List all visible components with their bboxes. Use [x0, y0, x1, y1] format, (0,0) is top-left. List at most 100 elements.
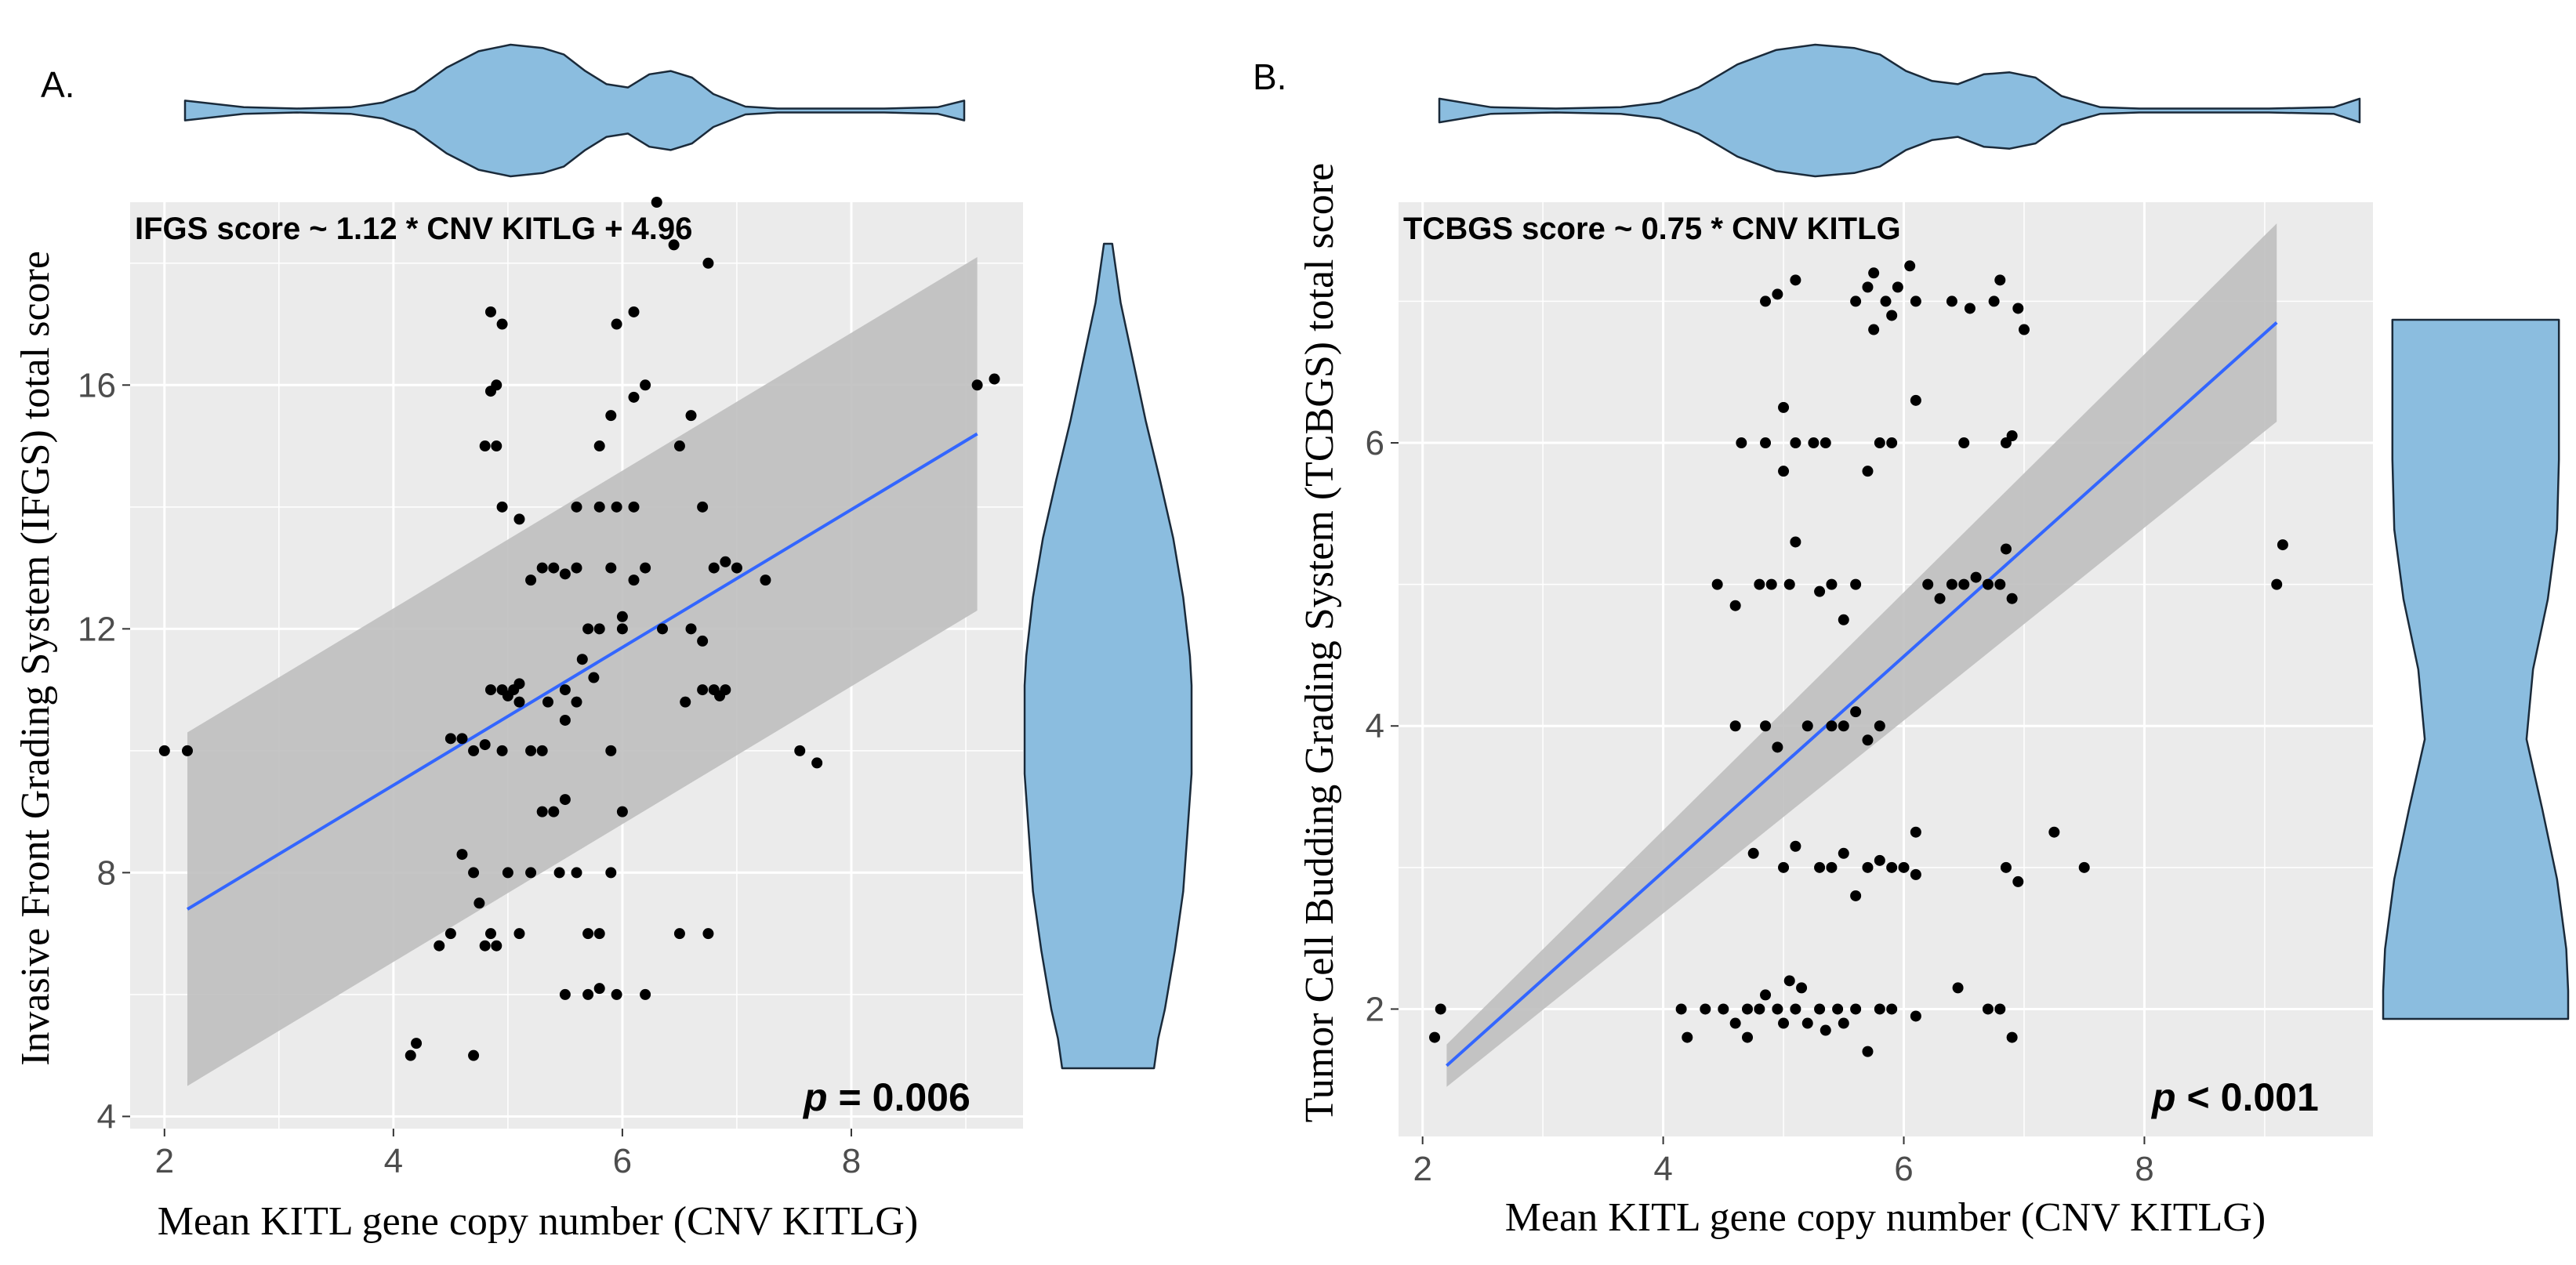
x-tick-label-a-1: 4: [384, 1142, 403, 1180]
data-point-b-22: [1862, 1046, 1874, 1057]
data-point-a-4: [434, 940, 445, 951]
data-point-a-56: [571, 501, 582, 513]
data-point-a-50: [582, 623, 594, 635]
data-point-a-92: [702, 928, 714, 940]
data-point-a-51: [593, 623, 605, 635]
data-point-a-34: [559, 988, 571, 1000]
data-point-a-22: [502, 867, 513, 879]
data-point-a-78: [685, 410, 697, 422]
data-point-a-83: [760, 575, 771, 586]
data-point-b-94: [1850, 295, 1862, 307]
data-point-b-82: [1820, 437, 1831, 449]
data-point-a-5: [444, 928, 456, 940]
data-point-a-60: [593, 440, 605, 452]
data-point-a-70: [484, 306, 496, 317]
data-point-b-103: [1988, 295, 2000, 307]
p-text-a: = 0.006: [839, 1075, 971, 1119]
data-point-b-31: [1778, 861, 1790, 873]
data-point-b-90: [2006, 430, 2018, 441]
y-tick-label-b-0: 2: [1366, 990, 1384, 1028]
data-point-b-76: [2277, 539, 2288, 551]
data-point-b-80: [1790, 437, 1801, 449]
data-point-a-67: [484, 386, 496, 397]
data-point-a-85: [697, 635, 709, 647]
data-point-a-10: [479, 940, 491, 951]
data-point-b-60: [1783, 578, 1795, 590]
data-point-a-9: [473, 897, 485, 909]
data-point-b-50: [1801, 720, 1813, 732]
data-point-b-29: [2006, 1031, 2018, 1043]
data-point-a-101: [542, 696, 553, 708]
data-point-b-34: [1826, 861, 1838, 873]
equation-a: IFGS score ~ 1.12 * CNV KITLG + 4.96: [135, 212, 692, 246]
x-tick-label-b-1: 4: [1653, 1150, 1672, 1188]
x-tick-label-b-0: 2: [1413, 1150, 1431, 1188]
data-point-a-103: [496, 745, 508, 756]
x-tick-label-b-3: 8: [2135, 1150, 2153, 1188]
data-point-b-96: [1868, 267, 1880, 279]
x-ticks-a: 2 4 6 8: [155, 1129, 861, 1180]
data-point-b-92: [1772, 288, 1783, 300]
data-point-b-4: [1700, 1003, 1711, 1015]
data-points-a: [158, 197, 1000, 1061]
data-point-a-38: [640, 988, 651, 1000]
data-point-a-24: [513, 928, 525, 940]
data-point-b-107: [1868, 324, 1880, 335]
data-point-a-42: [588, 672, 600, 683]
data-point-a-0: [158, 745, 170, 756]
y-ticks-a: 4 8 12 16: [78, 366, 130, 1136]
data-point-b-63: [1826, 578, 1838, 590]
data-point-b-8: [1742, 1031, 1754, 1043]
data-point-b-42: [1910, 826, 1921, 838]
data-point-b-79: [1778, 401, 1790, 413]
data-point-b-71: [1982, 578, 1994, 590]
data-point-b-99: [1904, 260, 1916, 272]
data-point-b-41: [1910, 868, 1921, 880]
plot-area-b: TCBGS score ~ 0.75 * CNV KITLG p < 0.001: [1399, 202, 2373, 1136]
p-symbol-b: p: [2150, 1075, 2176, 1119]
data-point-b-59: [1765, 578, 1777, 590]
data-point-b-65: [1850, 578, 1862, 590]
data-point-b-52: [1838, 720, 1849, 732]
data-point-a-100: [616, 611, 628, 622]
data-point-b-28: [1994, 1003, 2006, 1015]
data-point-b-13: [1783, 975, 1795, 987]
data-point-b-47: [1729, 720, 1741, 732]
data-point-b-66: [1922, 578, 1934, 590]
data-point-b-78: [1760, 437, 1772, 449]
data-point-a-21: [513, 696, 525, 708]
data-point-a-102: [513, 678, 525, 690]
data-point-b-35: [1838, 847, 1849, 859]
data-point-a-72: [496, 501, 508, 513]
data-point-b-77: [1736, 437, 1747, 449]
data-point-a-55: [640, 562, 651, 574]
data-point-a-89: [720, 684, 731, 696]
data-point-b-32: [1790, 840, 1801, 852]
regression-line-b: [1446, 321, 2278, 1067]
data-point-a-71: [496, 318, 508, 330]
data-point-b-55: [1874, 720, 1885, 732]
data-point-b-56: [1711, 578, 1723, 590]
data-point-b-51: [1826, 720, 1838, 732]
data-point-b-106: [2018, 324, 2030, 335]
data-point-b-88: [1958, 437, 1970, 449]
x-axis-label-a: Mean KITL gene copy number (CNV KITLG): [158, 1199, 918, 1244]
data-point-b-58: [1754, 578, 1765, 590]
panel-a: IFGS score ~ 1.12 * CNV KITLG + 4.96 p = …: [13, 43, 1193, 1244]
data-point-b-64: [1838, 614, 1849, 625]
violin-right-a: [1023, 242, 1193, 1070]
data-point-b-57: [1729, 600, 1741, 611]
data-point-b-14: [1790, 1003, 1801, 1015]
data-point-b-105: [2012, 303, 2024, 314]
data-point-a-8: [468, 1049, 480, 1061]
x-tick-label-a-3: 8: [842, 1142, 861, 1180]
data-point-a-65: [628, 306, 640, 317]
data-point-b-0: [1435, 1003, 1446, 1015]
y-tick-label-a-0: 4: [97, 1097, 116, 1136]
data-point-a-41: [571, 696, 582, 708]
data-point-a-29: [559, 794, 571, 806]
data-point-a-37: [611, 988, 622, 1000]
data-point-a-23: [525, 867, 537, 879]
data-point-a-2: [405, 1049, 416, 1061]
data-point-a-32: [593, 928, 605, 940]
